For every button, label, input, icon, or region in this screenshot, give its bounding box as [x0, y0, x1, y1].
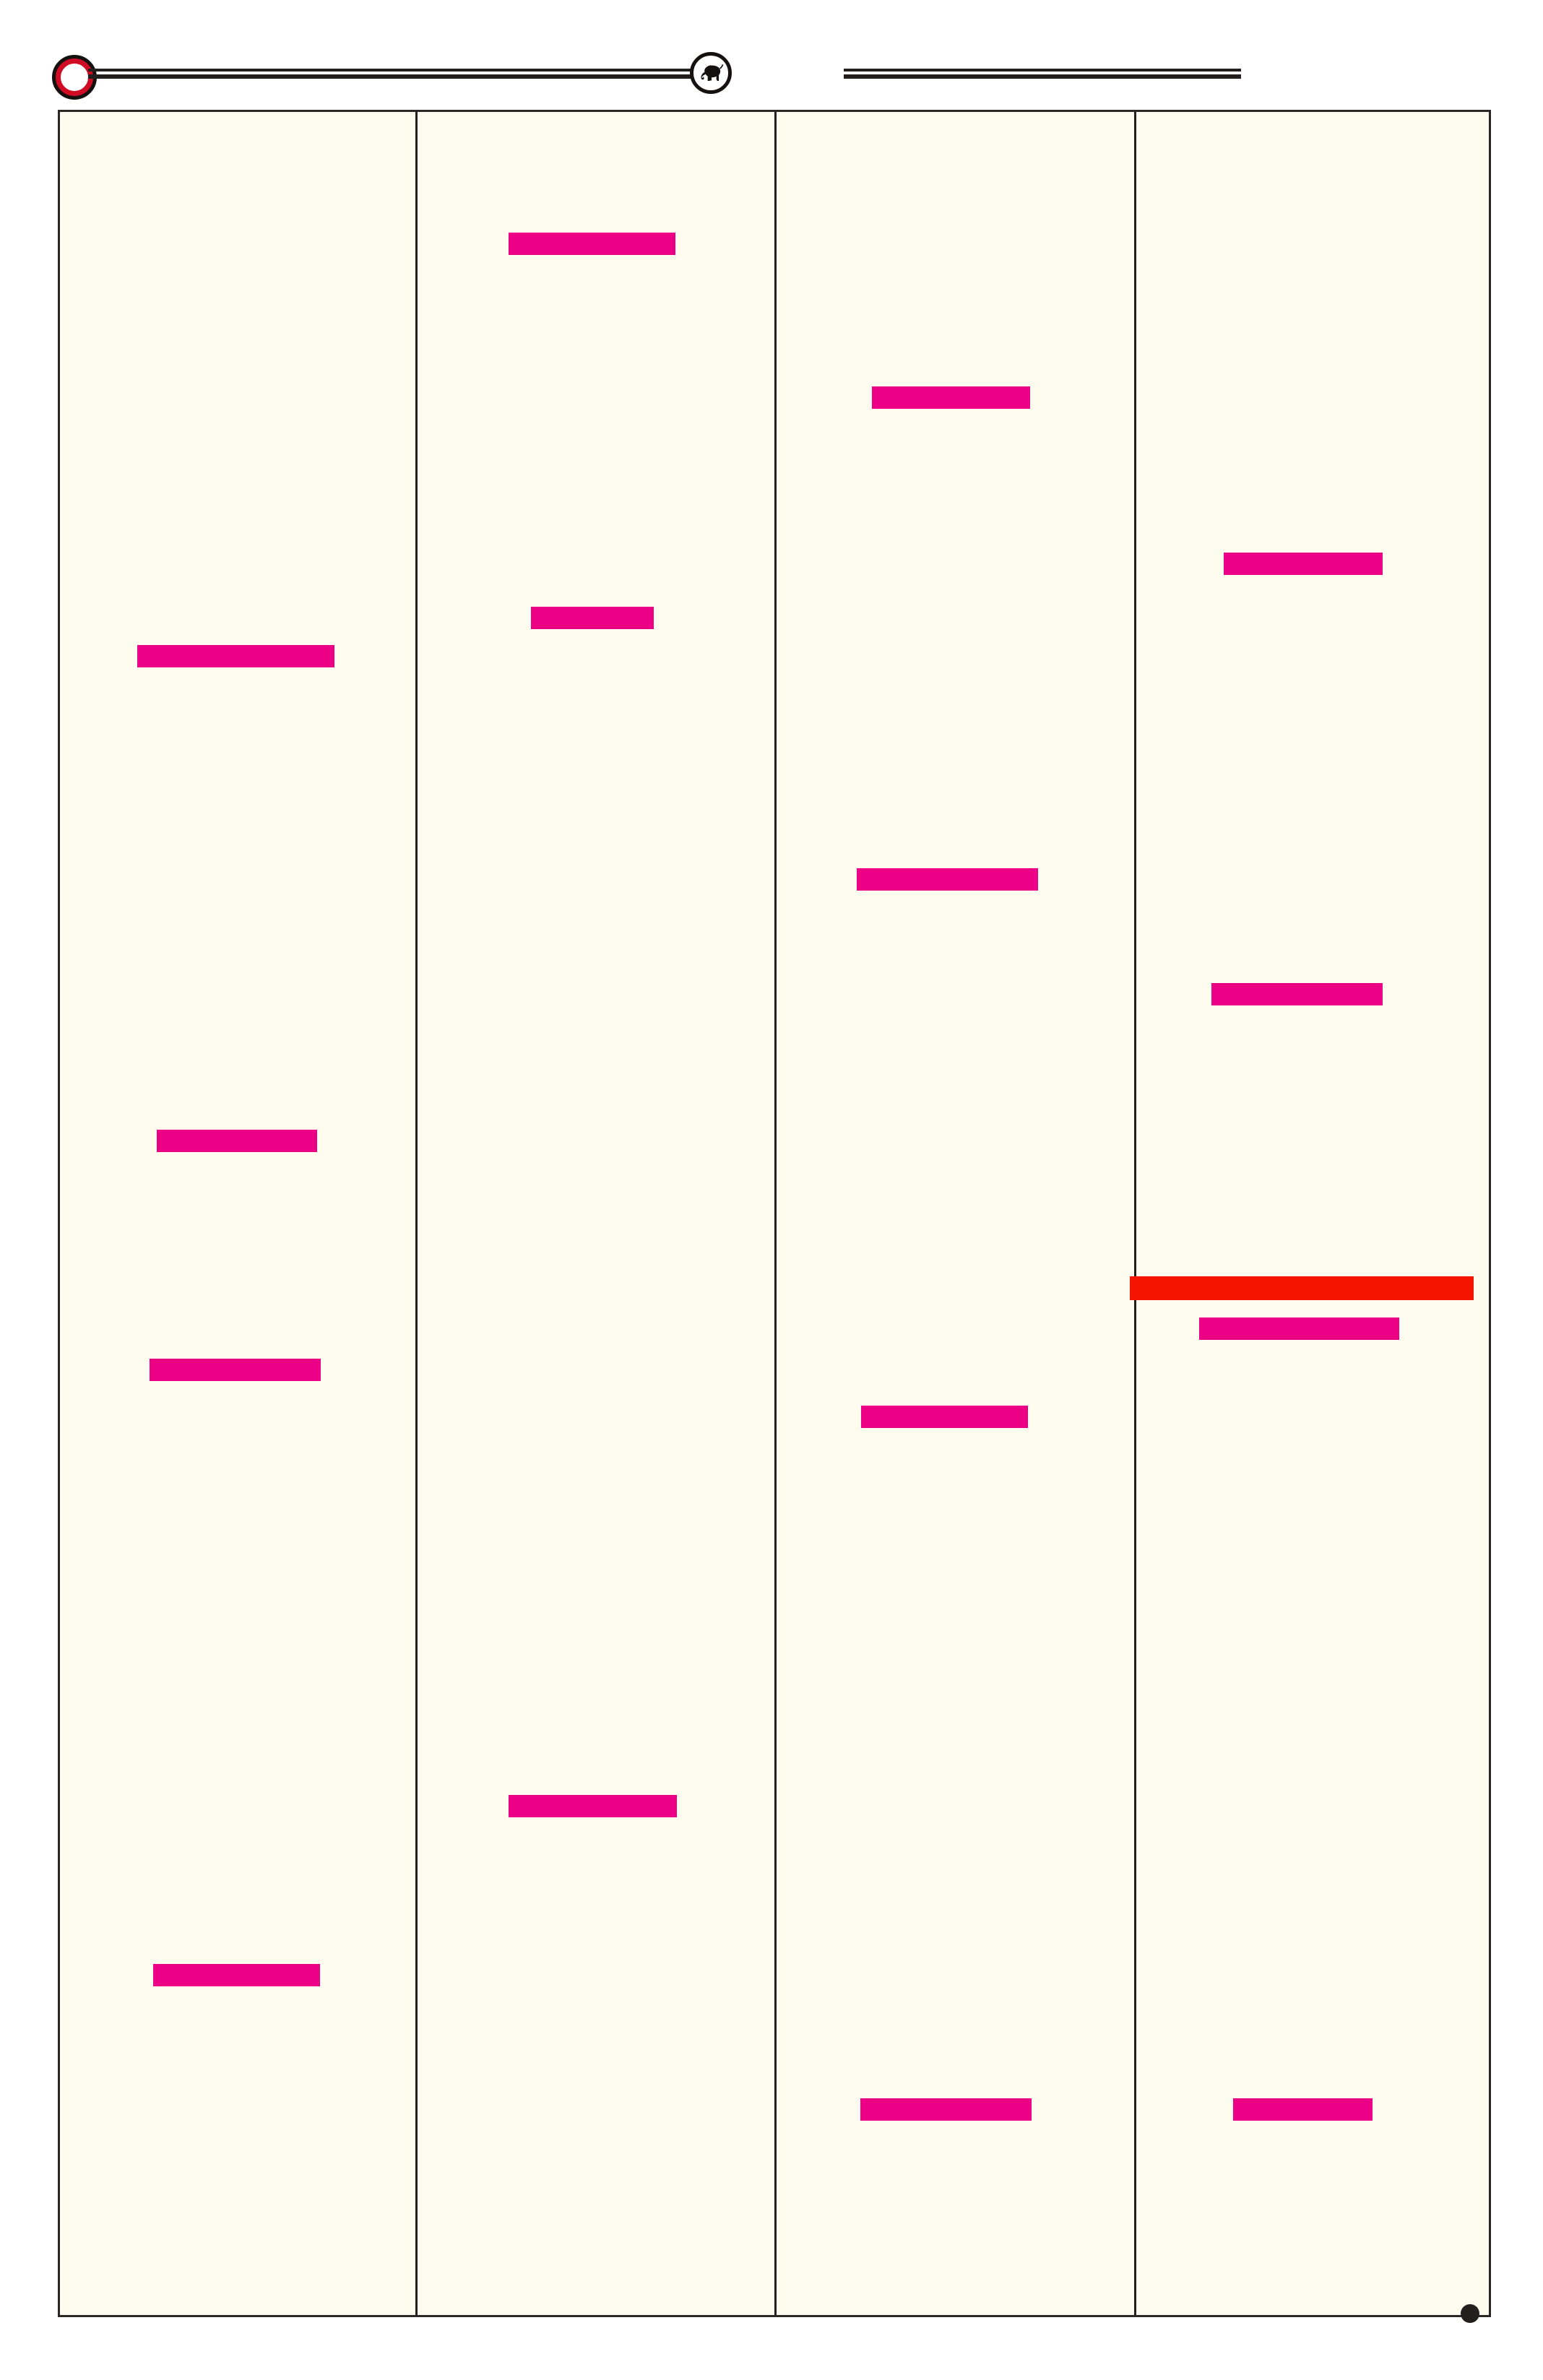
redaction-bar [860, 2098, 1032, 2121]
redaction-bar [1233, 2098, 1373, 2121]
highlight-bar-red [1130, 1276, 1474, 1300]
redaction-bar [531, 607, 654, 629]
redaction-bar [1211, 983, 1383, 1005]
column-divider-2 [774, 112, 777, 2315]
column-divider-1 [415, 112, 418, 2315]
rule-line-bottom [844, 74, 1241, 79]
redaction-bar [857, 868, 1038, 891]
rule-line-top [88, 69, 693, 72]
elephant-badge-icon[interactable] [690, 52, 732, 94]
redaction-bar [153, 1964, 320, 1986]
redaction-bar [1224, 553, 1383, 575]
bottom-right-dot-marker [1461, 2304, 1479, 2323]
column-divider-3 [1134, 112, 1136, 2315]
redaction-bar [1199, 1317, 1399, 1340]
double-rule-left [88, 69, 693, 79]
redaction-bar [509, 233, 675, 255]
double-rule-right [844, 69, 1241, 79]
content-panel [58, 110, 1491, 2317]
redaction-bar [137, 645, 334, 667]
redaction-bar [157, 1130, 317, 1152]
rule-line-bottom [88, 74, 693, 79]
rule-line-top [844, 69, 1241, 72]
redaction-bar [861, 1406, 1028, 1428]
header-band [0, 0, 1543, 108]
redaction-bar [150, 1359, 321, 1381]
redaction-bar [872, 386, 1030, 409]
redaction-bar [509, 1795, 677, 1817]
